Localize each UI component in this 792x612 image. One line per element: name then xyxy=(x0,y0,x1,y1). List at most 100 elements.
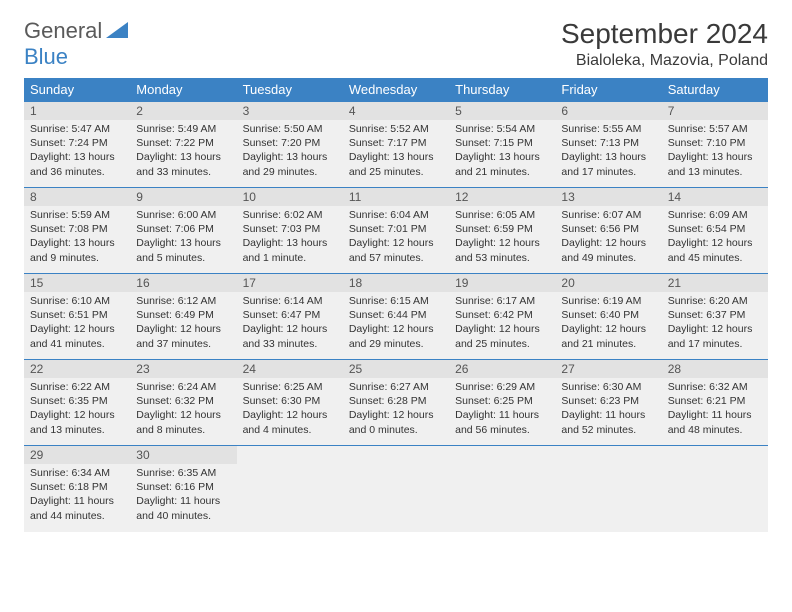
calendar-cell: 27Sunrise: 6:30 AMSunset: 6:23 PMDayligh… xyxy=(555,360,661,446)
sunrise-line: Sunrise: 6:12 AM xyxy=(136,294,230,308)
sunset-value: 7:10 PM xyxy=(706,137,745,149)
sunrise-value: 5:49 AM xyxy=(178,123,217,135)
daylight-line: Daylight: 12 hours and 8 minutes. xyxy=(136,408,230,436)
daylight-line: Daylight: 11 hours and 52 minutes. xyxy=(561,408,655,436)
calendar-cell: 4 Sunrise: 5:52 AMSunset: 7:17 PMDaylight… xyxy=(343,102,449,188)
sunrise-value: 6:04 AM xyxy=(390,209,429,221)
day-details: Sunrise: 6:15 AMSunset: 6:44 PMDaylight:… xyxy=(349,294,443,351)
calendar-cell: 6Sunrise: 5:55 AMSunset: 7:13 PMDaylight… xyxy=(555,102,661,188)
day-number: 20 xyxy=(555,274,661,292)
sunrise-value: 6:24 AM xyxy=(178,381,217,393)
day-number: 24 xyxy=(237,360,343,378)
daylight-label: Daylight: xyxy=(243,409,287,421)
daylight-label: Daylight: xyxy=(243,323,287,335)
sunset-line: Sunset: 7:10 PM xyxy=(668,136,762,150)
daylight-label: Daylight: xyxy=(561,237,605,249)
sunset-label: Sunset: xyxy=(349,223,388,235)
day-header-fri: Friday xyxy=(555,78,661,102)
day-details: Sunrise: 5:47 AMSunset: 7:24 PMDaylight:… xyxy=(30,122,124,179)
sunset-line: Sunset: 6:40 PM xyxy=(561,308,655,322)
sunset-line: Sunset: 6:42 PM xyxy=(455,308,549,322)
sunset-line: Sunset: 6:28 PM xyxy=(349,394,443,408)
daylight-line: Daylight: 12 hours and 4 minutes. xyxy=(243,408,337,436)
calendar-cell: 10Sunrise: 6:02 AMSunset: 7:03 PMDayligh… xyxy=(237,188,343,274)
daylight-label: Daylight: xyxy=(561,151,605,163)
calendar-cell: 26Sunrise: 6:29 AMSunset: 6:25 PMDayligh… xyxy=(449,360,555,446)
day-header-row: Sunday Monday Tuesday Wednesday Thursday… xyxy=(24,78,768,102)
daylight-line: Daylight: 12 hours and 0 minutes. xyxy=(349,408,443,436)
day-details: Sunrise: 5:52 AMSunset: 7:17 PMDaylight:… xyxy=(349,122,443,179)
month-title: September 2024 xyxy=(561,18,768,50)
daylight-line: Daylight: 12 hours and 33 minutes. xyxy=(243,322,337,350)
daylight-line: Daylight: 12 hours and 45 minutes. xyxy=(668,236,762,264)
sunrise-label: Sunrise: xyxy=(243,295,284,307)
sunrise-line: Sunrise: 6:22 AM xyxy=(30,380,124,394)
day-number: 4 xyxy=(343,102,449,120)
day-number: 8 xyxy=(24,188,130,206)
daylight-label: Daylight: xyxy=(30,151,74,163)
sunset-value: 6:54 PM xyxy=(706,223,745,235)
sunrise-line: Sunrise: 6:32 AM xyxy=(668,380,762,394)
sunrise-value: 6:15 AM xyxy=(390,295,429,307)
daylight-label: Daylight: xyxy=(243,151,287,163)
day-details: Sunrise: 6:27 AMSunset: 6:28 PMDaylight:… xyxy=(349,380,443,437)
sunset-label: Sunset: xyxy=(561,395,600,407)
calendar-cell: 8Sunrise: 5:59 AMSunset: 7:08 PMDaylight… xyxy=(24,188,130,274)
sunset-line: Sunset: 7:20 PM xyxy=(243,136,337,150)
calendar-cell: 5Sunrise: 5:54 AMSunset: 7:15 PMDaylight… xyxy=(449,102,555,188)
day-number: 6 xyxy=(555,102,661,120)
sunrise-label: Sunrise: xyxy=(30,467,71,479)
sunrise-line: Sunrise: 6:15 AM xyxy=(349,294,443,308)
daylight-line: Daylight: 12 hours and 57 minutes. xyxy=(349,236,443,264)
daylight-line: Daylight: 12 hours and 49 minutes. xyxy=(561,236,655,264)
sunrise-value: 5:57 AM xyxy=(709,123,748,135)
day-number: 10 xyxy=(237,188,343,206)
sunset-value: 6:28 PM xyxy=(387,395,426,407)
day-details: Sunrise: 6:09 AMSunset: 6:54 PMDaylight:… xyxy=(668,208,762,265)
calendar-cell: 18 Sunrise: 6:15 AMSunset: 6:44 PMDayligh… xyxy=(343,274,449,360)
daylight-line: Daylight: 11 hours and 56 minutes. xyxy=(455,408,549,436)
day-number: 30 xyxy=(130,446,236,464)
daylight-label: Daylight: xyxy=(668,409,712,421)
daylight-line: Daylight: 12 hours and 21 minutes. xyxy=(561,322,655,350)
daylight-label: Daylight: xyxy=(243,237,287,249)
sunset-value: 6:56 PM xyxy=(600,223,639,235)
sunrise-label: Sunrise: xyxy=(455,381,496,393)
day-details: Sunrise: 5:54 AMSunset: 7:15 PMDaylight:… xyxy=(455,122,549,179)
sunrise-value: 6:09 AM xyxy=(709,209,748,221)
sunset-value: 6:44 PM xyxy=(387,309,426,321)
daylight-line: Daylight: 12 hours and 53 minutes. xyxy=(455,236,549,264)
sunrise-label: Sunrise: xyxy=(561,123,602,135)
sunrise-line: Sunrise: 5:55 AM xyxy=(561,122,655,136)
sunset-label: Sunset: xyxy=(455,223,494,235)
day-number: 7 xyxy=(662,102,768,120)
sunset-line: Sunset: 6:18 PM xyxy=(30,480,124,494)
sunset-value: 7:20 PM xyxy=(281,137,320,149)
sunrise-label: Sunrise: xyxy=(668,295,709,307)
daylight-label: Daylight: xyxy=(349,409,393,421)
calendar-week: 22Sunrise: 6:22 AMSunset: 6:35 PMDayligh… xyxy=(24,360,768,446)
calendar-cell: 19Sunrise: 6:17 AMSunset: 6:42 PMDayligh… xyxy=(449,274,555,360)
sunrise-line: Sunrise: 6:29 AM xyxy=(455,380,549,394)
calendar-cell: 9Sunrise: 6:00 AMSunset: 7:06 PMDaylight… xyxy=(130,188,236,274)
calendar-cell: 13Sunrise: 6:07 AMSunset: 6:56 PMDayligh… xyxy=(555,188,661,274)
daylight-label: Daylight: xyxy=(136,495,180,507)
sunset-line: Sunset: 7:06 PM xyxy=(136,222,230,236)
sunrise-label: Sunrise: xyxy=(136,467,177,479)
sunset-value: 7:22 PM xyxy=(175,137,214,149)
daylight-label: Daylight: xyxy=(349,151,393,163)
sunrise-line: Sunrise: 6:34 AM xyxy=(30,466,124,480)
day-number: 18 xyxy=(343,274,449,292)
sunrise-label: Sunrise: xyxy=(30,381,71,393)
daylight-line: Daylight: 11 hours and 40 minutes. xyxy=(136,494,230,522)
daylight-line: Daylight: 12 hours and 13 minutes. xyxy=(30,408,124,436)
sunset-label: Sunset: xyxy=(30,223,69,235)
sunset-line: Sunset: 6:37 PM xyxy=(668,308,762,322)
sunrise-label: Sunrise: xyxy=(243,381,284,393)
sunset-line: Sunset: 6:59 PM xyxy=(455,222,549,236)
sunset-label: Sunset: xyxy=(455,137,494,149)
sunset-value: 6:16 PM xyxy=(175,481,214,493)
daylight-label: Daylight: xyxy=(561,409,605,421)
calendar-cell: 11Sunrise: 6:04 AMSunset: 7:01 PMDayligh… xyxy=(343,188,449,274)
calendar-cell: 15Sunrise: 6:10 AMSunset: 6:51 PMDayligh… xyxy=(24,274,130,360)
